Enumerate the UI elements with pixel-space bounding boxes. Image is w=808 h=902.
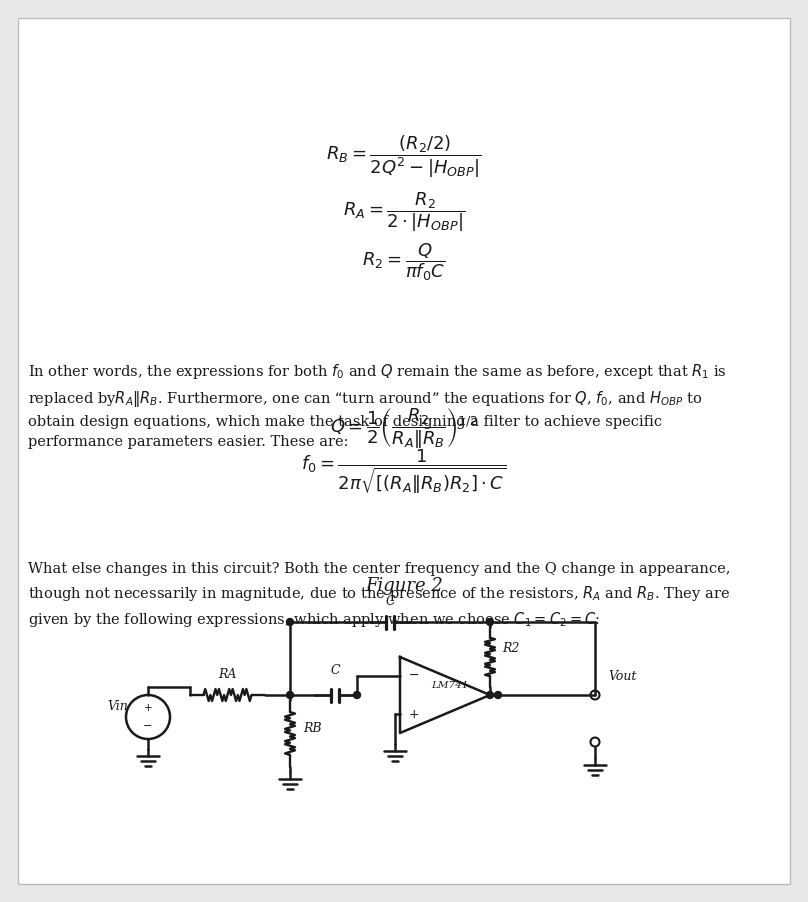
Text: $R_A = \dfrac{R_2}{2\cdot|H_{OBP}|}$: $R_A = \dfrac{R_2}{2\cdot|H_{OBP}|}$ <box>343 190 465 234</box>
Text: $R_2 = \dfrac{Q}{\pi f_0 C}$: $R_2 = \dfrac{Q}{\pi f_0 C}$ <box>362 241 446 283</box>
Text: −: − <box>143 721 153 731</box>
Text: In other words, the expressions for both $f_0$ and $Q$ remain the same as before: In other words, the expressions for both… <box>28 362 727 449</box>
Text: $Q = \dfrac{1}{2}\left(\dfrac{R_2}{R_A\|R_B}\right)^{1/2}$: $Q = \dfrac{1}{2}\left(\dfrac{R_2}{R_A\|… <box>330 404 478 449</box>
Text: $R_B = \dfrac{(R_2/2)}{2Q^2 - |H_{OBP}|}$: $R_B = \dfrac{(R_2/2)}{2Q^2 - |H_{OBP}|}… <box>326 133 482 180</box>
Text: LM741: LM741 <box>431 680 469 689</box>
Text: Figure 2: Figure 2 <box>365 577 443 595</box>
Text: $f_0 = \dfrac{1}{2\pi\sqrt{[(R_A\|R_B)R_2]\cdot C}}$: $f_0 = \dfrac{1}{2\pi\sqrt{[(R_A\|R_B)R_… <box>301 447 507 496</box>
Text: Vin: Vin <box>107 701 128 713</box>
Text: C: C <box>385 595 395 608</box>
Text: R2: R2 <box>502 642 520 655</box>
FancyBboxPatch shape <box>18 18 790 884</box>
Text: +: + <box>144 703 153 713</box>
Text: +: + <box>409 708 419 722</box>
Circle shape <box>486 619 494 625</box>
Text: RB: RB <box>303 722 322 735</box>
Text: C: C <box>330 664 340 677</box>
Circle shape <box>494 692 502 698</box>
Circle shape <box>287 692 293 698</box>
Circle shape <box>354 692 360 698</box>
Circle shape <box>486 692 494 698</box>
Text: RA: RA <box>218 668 237 681</box>
Circle shape <box>287 619 293 625</box>
Text: Vout: Vout <box>608 670 637 684</box>
Text: What else changes in this circuit? Both the center frequency and the Q change in: What else changes in this circuit? Both … <box>28 562 730 630</box>
Text: −: − <box>409 668 419 682</box>
